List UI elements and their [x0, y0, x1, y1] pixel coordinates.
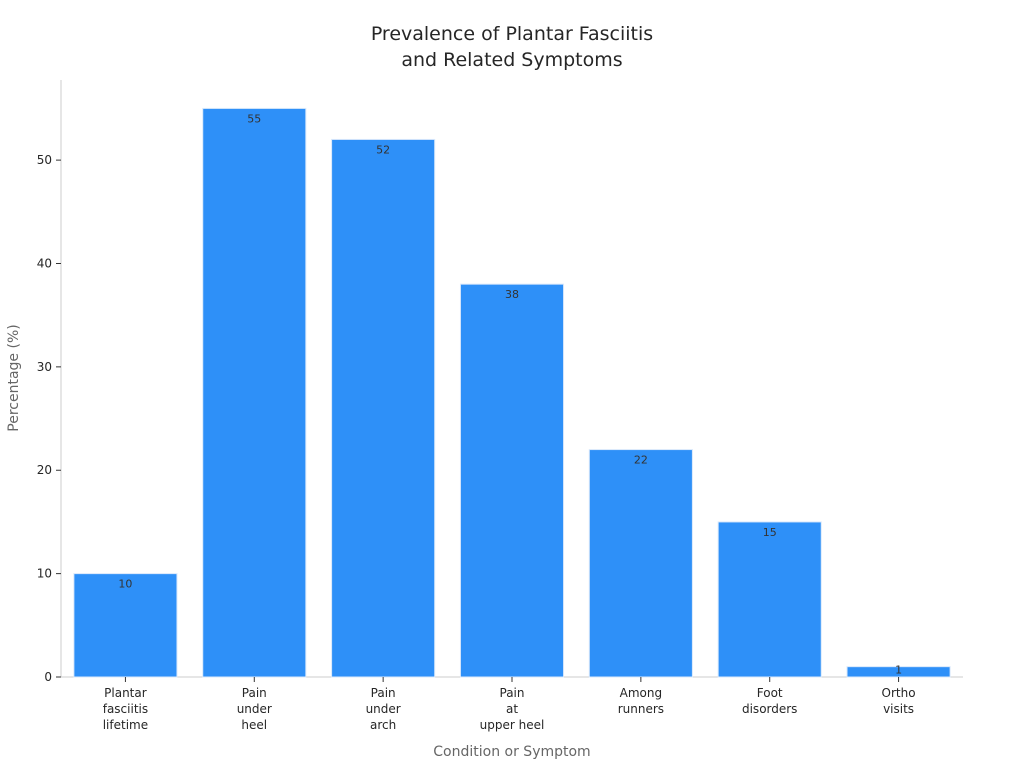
x-tick-label-line: Ortho: [882, 686, 916, 700]
chart-title: Prevalence of Plantar Fasciitis and Rela…: [371, 23, 653, 71]
bar: [588, 449, 693, 678]
data-label: 15: [763, 526, 777, 539]
x-tick-label-line: Among: [620, 686, 662, 700]
x-axis-title: Condition or Symptom: [433, 744, 590, 760]
x-tick-label-line: at: [506, 702, 518, 716]
data-label: 38: [505, 288, 519, 301]
bar: [331, 138, 436, 678]
data-label: 22: [634, 454, 648, 467]
x-tick-label-line: runners: [618, 702, 664, 716]
x-tick-label-line: disorders: [742, 702, 797, 716]
x-tick-label-line: lifetime: [103, 718, 148, 732]
x-tick-label: Plantar fasciitis lifetime: [103, 686, 148, 732]
y-tick-label: 20: [37, 463, 52, 477]
plot-area: 0 10 20 30 40 50 10 Plantar fasciitis lifetime 55 P…: [37, 80, 963, 732]
x-tick-label-line: Pain: [371, 686, 396, 700]
x-tick-label: Among runners: [618, 686, 664, 716]
y-tick-label: 40: [37, 256, 52, 270]
x-tick-label-line: under: [366, 702, 401, 716]
x-tick-label-line: fasciitis: [103, 702, 148, 716]
x-tick-label: Pain under heel: [237, 686, 272, 732]
bar: [717, 521, 822, 678]
y-tick-label: 10: [37, 567, 52, 581]
x-tick-label: Ortho visits: [882, 686, 916, 716]
bar: [459, 283, 565, 678]
data-label: 55: [247, 112, 261, 125]
x-tick-label: Pain at upper heel: [480, 686, 545, 732]
x-tick-label-line: Foot: [757, 686, 783, 700]
x-tick-label: Foot disorders: [742, 686, 797, 716]
y-tick-label: 0: [44, 670, 52, 684]
data-label: 10: [118, 578, 132, 591]
data-label: 1: [895, 664, 902, 677]
x-tick-label-line: arch: [370, 718, 396, 732]
y-tick-label: 50: [37, 153, 52, 167]
chart-title-line-1: Prevalence of Plantar Fasciitis: [371, 23, 653, 45]
x-tick-label: Pain under arch: [366, 686, 401, 732]
y-axis-title: Percentage (%): [6, 324, 22, 431]
x-tick-label-line: heel: [241, 718, 267, 732]
x-tick-label-line: upper heel: [480, 718, 545, 732]
x-tick-label-line: Pain: [500, 686, 525, 700]
data-label: 52: [376, 143, 390, 156]
bar: [73, 573, 178, 678]
x-tick-label-line: visits: [883, 702, 914, 716]
chart-title-line-2: and Related Symptoms: [401, 49, 622, 71]
x-tick-label-line: under: [237, 702, 272, 716]
bar: [202, 107, 307, 678]
y-tick-label: 30: [37, 360, 52, 374]
x-tick-label-line: Pain: [242, 686, 267, 700]
x-tick-label-line: Plantar: [104, 686, 147, 700]
